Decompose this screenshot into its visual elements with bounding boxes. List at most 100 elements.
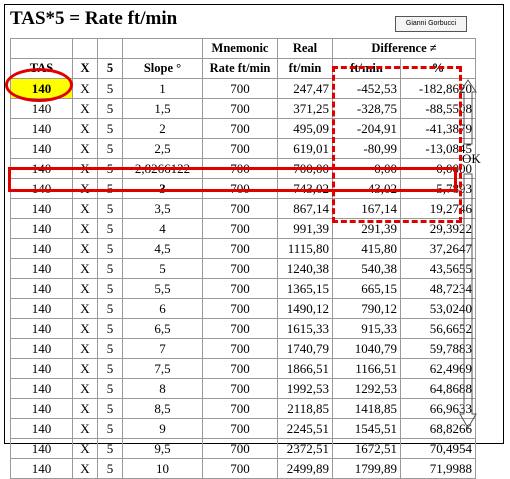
cell-mnemonic-rate[interactable]: 700 bbox=[202, 258, 278, 279]
header1-diff-ftmin[interactable]: Difference ≠ bbox=[332, 38, 476, 59]
cell-real-rate[interactable]: 867,14 bbox=[277, 198, 333, 219]
cell-five[interactable]: 5 bbox=[97, 238, 123, 259]
cell-slope[interactable]: 8,5 bbox=[122, 398, 203, 419]
cell-five[interactable]: 5 bbox=[97, 358, 123, 379]
cell-diff-ftmin[interactable]: 1166,51 bbox=[332, 358, 401, 379]
cell-real-rate[interactable]: 1115,80 bbox=[277, 238, 333, 259]
cell-mnemonic-rate[interactable]: 700 bbox=[202, 98, 278, 119]
cell-tas[interactable]: 140 bbox=[10, 258, 73, 279]
cell-mnemonic-rate[interactable]: 700 bbox=[202, 198, 278, 219]
cell-five[interactable]: 5 bbox=[97, 218, 123, 239]
cell-slope[interactable]: 9,5 bbox=[122, 438, 203, 459]
cell-x[interactable]: X bbox=[72, 278, 98, 299]
cell-slope[interactable]: 5 bbox=[122, 258, 203, 279]
cell-mnemonic-rate[interactable]: 700 bbox=[202, 278, 278, 299]
header1-mnemonic-rate[interactable]: Mnemonic bbox=[202, 38, 278, 59]
cell-real-rate[interactable]: 2118,85 bbox=[277, 398, 333, 419]
cell-slope[interactable]: 1 bbox=[122, 78, 203, 99]
cell-real-rate[interactable]: 619,01 bbox=[277, 138, 333, 159]
cell-slope[interactable]: 7 bbox=[122, 338, 203, 359]
cell-five[interactable]: 5 bbox=[97, 398, 123, 419]
cell-real-rate[interactable]: 1240,38 bbox=[277, 258, 333, 279]
cell-tas[interactable]: 140 bbox=[10, 278, 73, 299]
cell-slope[interactable]: 1,5 bbox=[122, 98, 203, 119]
header1-tas[interactable] bbox=[10, 38, 73, 59]
cell-real-rate[interactable]: 495,09 bbox=[277, 118, 333, 139]
cell-slope[interactable]: 9 bbox=[122, 418, 203, 439]
cell-real-rate[interactable]: 1992,53 bbox=[277, 378, 333, 399]
cell-diff-ftmin[interactable]: -80,99 bbox=[332, 138, 401, 159]
cell-real-rate[interactable]: 2245,51 bbox=[277, 418, 333, 439]
cell-real-rate[interactable]: 2499,89 bbox=[277, 458, 333, 479]
cell-x[interactable]: X bbox=[72, 338, 98, 359]
cell-diff-pct[interactable]: 70,4954 bbox=[400, 438, 476, 459]
cell-tas[interactable]: 140 bbox=[10, 438, 73, 459]
cell-slope[interactable]: 8 bbox=[122, 378, 203, 399]
cell-tas[interactable]: 140 bbox=[10, 238, 73, 259]
cell-slope[interactable]: 2 bbox=[122, 118, 203, 139]
cell-five[interactable]: 5 bbox=[97, 138, 123, 159]
cell-x[interactable]: X bbox=[72, 418, 98, 439]
cell-five[interactable]: 5 bbox=[97, 318, 123, 339]
cell-five[interactable]: 5 bbox=[97, 118, 123, 139]
cell-real-rate[interactable]: 1365,15 bbox=[277, 278, 333, 299]
cell-five[interactable]: 5 bbox=[97, 258, 123, 279]
cell-mnemonic-rate[interactable]: 700 bbox=[202, 318, 278, 339]
cell-five[interactable]: 5 bbox=[97, 458, 123, 479]
cell-tas[interactable]: 140 bbox=[10, 218, 73, 239]
cell-slope[interactable]: 2,5 bbox=[122, 138, 203, 159]
cell-diff-ftmin[interactable]: 1672,51 bbox=[332, 438, 401, 459]
cell-five[interactable]: 5 bbox=[97, 438, 123, 459]
cell-x[interactable]: X bbox=[72, 218, 98, 239]
cell-five[interactable]: 5 bbox=[97, 198, 123, 219]
cell-tas[interactable]: 140 bbox=[10, 398, 73, 419]
cell-slope[interactable]: 6 bbox=[122, 298, 203, 319]
cell-tas[interactable]: 140 bbox=[10, 378, 73, 399]
cell-diff-ftmin[interactable]: 1799,89 bbox=[332, 458, 401, 479]
cell-diff-ftmin[interactable]: 1292,53 bbox=[332, 378, 401, 399]
cell-tas[interactable]: 140 bbox=[10, 298, 73, 319]
cell-x[interactable]: X bbox=[72, 438, 98, 459]
cell-real-rate[interactable]: 1866,51 bbox=[277, 358, 333, 379]
cell-slope[interactable]: 5,5 bbox=[122, 278, 203, 299]
cell-mnemonic-rate[interactable]: 700 bbox=[202, 458, 278, 479]
header2-real-rate[interactable]: ft/min bbox=[277, 58, 333, 79]
cell-tas[interactable]: 140 bbox=[10, 318, 73, 339]
cell-mnemonic-rate[interactable]: 700 bbox=[202, 398, 278, 419]
cell-real-rate[interactable]: 247,47 bbox=[277, 78, 333, 99]
cell-x[interactable]: X bbox=[72, 378, 98, 399]
cell-x[interactable]: X bbox=[72, 98, 98, 119]
cell-mnemonic-rate[interactable]: 700 bbox=[202, 238, 278, 259]
header2-mnemonic-rate[interactable]: Rate ft/min bbox=[202, 58, 278, 79]
cell-x[interactable]: X bbox=[72, 398, 98, 419]
cell-five[interactable]: 5 bbox=[97, 78, 123, 99]
cell-real-rate[interactable]: 1740,79 bbox=[277, 338, 333, 359]
cell-slope[interactable]: 3,5 bbox=[122, 198, 203, 219]
cell-tas[interactable]: 140 bbox=[10, 138, 73, 159]
cell-mnemonic-rate[interactable]: 700 bbox=[202, 338, 278, 359]
cell-real-rate[interactable]: 1490,12 bbox=[277, 298, 333, 319]
cell-diff-ftmin[interactable]: 665,15 bbox=[332, 278, 401, 299]
cell-mnemonic-rate[interactable]: 700 bbox=[202, 118, 278, 139]
cell-x[interactable]: X bbox=[72, 198, 98, 219]
cell-slope[interactable]: 4,5 bbox=[122, 238, 203, 259]
cell-x[interactable]: X bbox=[72, 238, 98, 259]
cell-diff-ftmin[interactable]: -204,91 bbox=[332, 118, 401, 139]
cell-diff-ftmin[interactable]: 540,38 bbox=[332, 258, 401, 279]
cell-slope[interactable]: 6,5 bbox=[122, 318, 203, 339]
cell-x[interactable]: X bbox=[72, 78, 98, 99]
cell-diff-pct[interactable]: 68,8266 bbox=[400, 418, 476, 439]
cell-mnemonic-rate[interactable]: 700 bbox=[202, 298, 278, 319]
cell-tas[interactable]: 140 bbox=[10, 338, 73, 359]
author-button[interactable]: Gianni Gorbucci bbox=[395, 16, 467, 32]
cell-slope[interactable]: 10 bbox=[122, 458, 203, 479]
cell-diff-ftmin[interactable]: 1040,79 bbox=[332, 338, 401, 359]
cell-diff-ftmin[interactable]: 790,12 bbox=[332, 298, 401, 319]
cell-x[interactable]: X bbox=[72, 318, 98, 339]
cell-diff-ftmin[interactable]: 1545,51 bbox=[332, 418, 401, 439]
cell-x[interactable]: X bbox=[72, 458, 98, 479]
cell-diff-ftmin[interactable]: 415,80 bbox=[332, 238, 401, 259]
header2-x[interactable]: X bbox=[72, 58, 98, 79]
header2-slope[interactable]: Slope ° bbox=[122, 58, 203, 79]
cell-five[interactable]: 5 bbox=[97, 298, 123, 319]
